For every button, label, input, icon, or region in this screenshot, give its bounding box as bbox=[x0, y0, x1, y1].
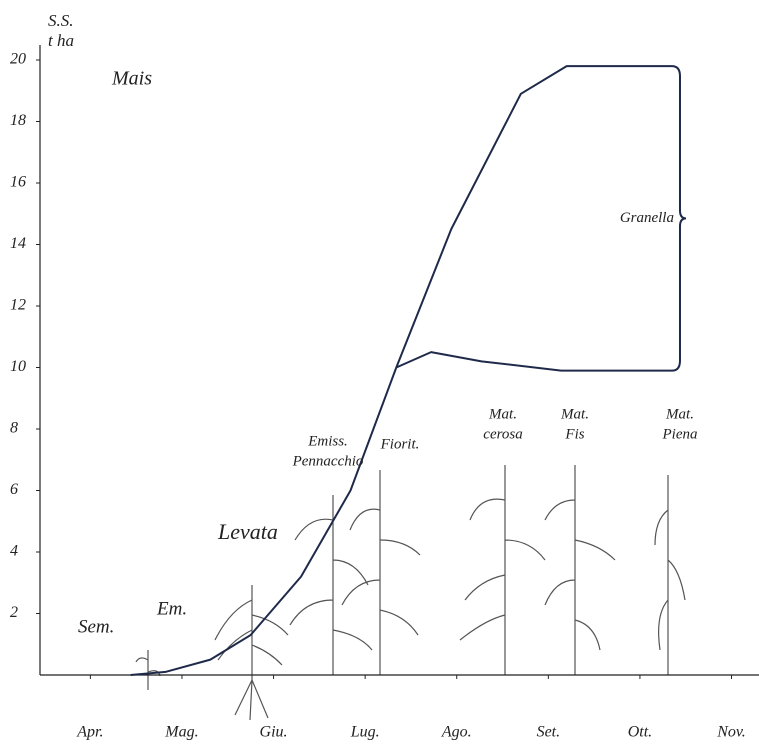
x-tick-label: Ott. bbox=[628, 724, 652, 741]
series-line bbox=[130, 65, 672, 676]
stage-label: Mat. bbox=[488, 406, 517, 422]
x-tick-label: Lug. bbox=[350, 724, 380, 741]
stage-label: Emiss. bbox=[307, 433, 348, 449]
x-tick-label: Ago. bbox=[441, 724, 472, 741]
y-tick-label: 2 bbox=[10, 604, 18, 621]
bracket-label: Granella bbox=[620, 210, 674, 226]
y-tick-label: 18 bbox=[10, 112, 26, 129]
y-axis-label: S.S. bbox=[48, 11, 74, 30]
y-tick-label: 16 bbox=[10, 174, 26, 191]
x-tick-label: Set. bbox=[537, 724, 561, 741]
stage-label: Levata bbox=[217, 519, 278, 544]
y-tick-label: 20 bbox=[10, 51, 26, 68]
y-axis-label: t ha bbox=[48, 31, 74, 50]
y-tick-label: 14 bbox=[10, 235, 26, 252]
stage-label: cerosa bbox=[483, 426, 522, 442]
y-tick-label: 6 bbox=[10, 481, 18, 498]
stage-label: Sem. bbox=[78, 616, 114, 637]
y-tick-label: 10 bbox=[10, 358, 26, 375]
stage-label: Piena bbox=[662, 426, 698, 442]
x-tick-label: Giu. bbox=[260, 724, 288, 741]
y-tick-label: 4 bbox=[10, 543, 18, 560]
bracket bbox=[671, 65, 687, 372]
stage-label: Fis bbox=[564, 426, 584, 442]
plant-sketches bbox=[135, 465, 686, 721]
stage-label: Mat. bbox=[665, 406, 694, 422]
stage-label: Fiorit. bbox=[380, 436, 420, 452]
stage-label: Pennacchio bbox=[292, 453, 364, 469]
x-tick-label: Mag. bbox=[164, 724, 198, 741]
x-tick-label: Nov. bbox=[716, 724, 746, 741]
x-tick-label: Apr. bbox=[76, 724, 103, 741]
stage-label: Em. bbox=[156, 598, 187, 619]
y-tick-label: 12 bbox=[10, 297, 26, 314]
series-line bbox=[395, 351, 672, 372]
y-tick-label: 8 bbox=[10, 420, 18, 437]
chart-title: Mais bbox=[111, 68, 152, 90]
stage-label: Mat. bbox=[560, 406, 589, 422]
